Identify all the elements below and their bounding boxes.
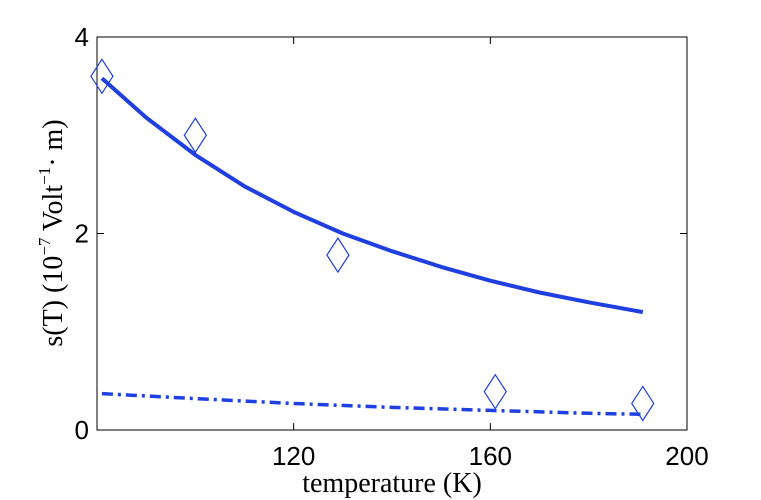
series-line-1	[101, 391, 643, 417]
y-axis-label-exp2: −1	[35, 167, 54, 185]
x-axis-label: temperature (K)	[302, 468, 482, 499]
data-point-diamond	[90, 58, 114, 95]
y-tick-label: 2	[75, 219, 89, 249]
data-point-diamond	[483, 373, 507, 410]
plot-area-frame	[96, 36, 688, 431]
series-line-0	[100, 76, 644, 315]
y-tick-label: 0	[75, 415, 89, 445]
series-layer	[100, 76, 644, 417]
y-axis: 0 2 4	[75, 22, 687, 445]
x-tick-label: 160	[469, 441, 512, 471]
y-axis-label: s(T) (10−7 Volt−1· m)	[35, 119, 69, 346]
data-point-diamond	[183, 117, 208, 154]
y-axis-label-exp1: −7	[35, 237, 54, 256]
y-tick-label: 4	[75, 22, 89, 52]
data-point-diamond	[326, 237, 350, 274]
x-axis: 120 160 200	[272, 37, 709, 471]
y-axis-label-suffix: · m)	[38, 119, 69, 166]
x-tick-label: 120	[272, 441, 315, 471]
y-axis-label-mid: Volt	[38, 185, 69, 238]
y-axis-label-prefix: s(T) (10	[38, 256, 69, 347]
x-tick-label: 200	[665, 441, 708, 471]
marker-layer	[90, 58, 655, 422]
data-point-diamond	[631, 385, 655, 422]
